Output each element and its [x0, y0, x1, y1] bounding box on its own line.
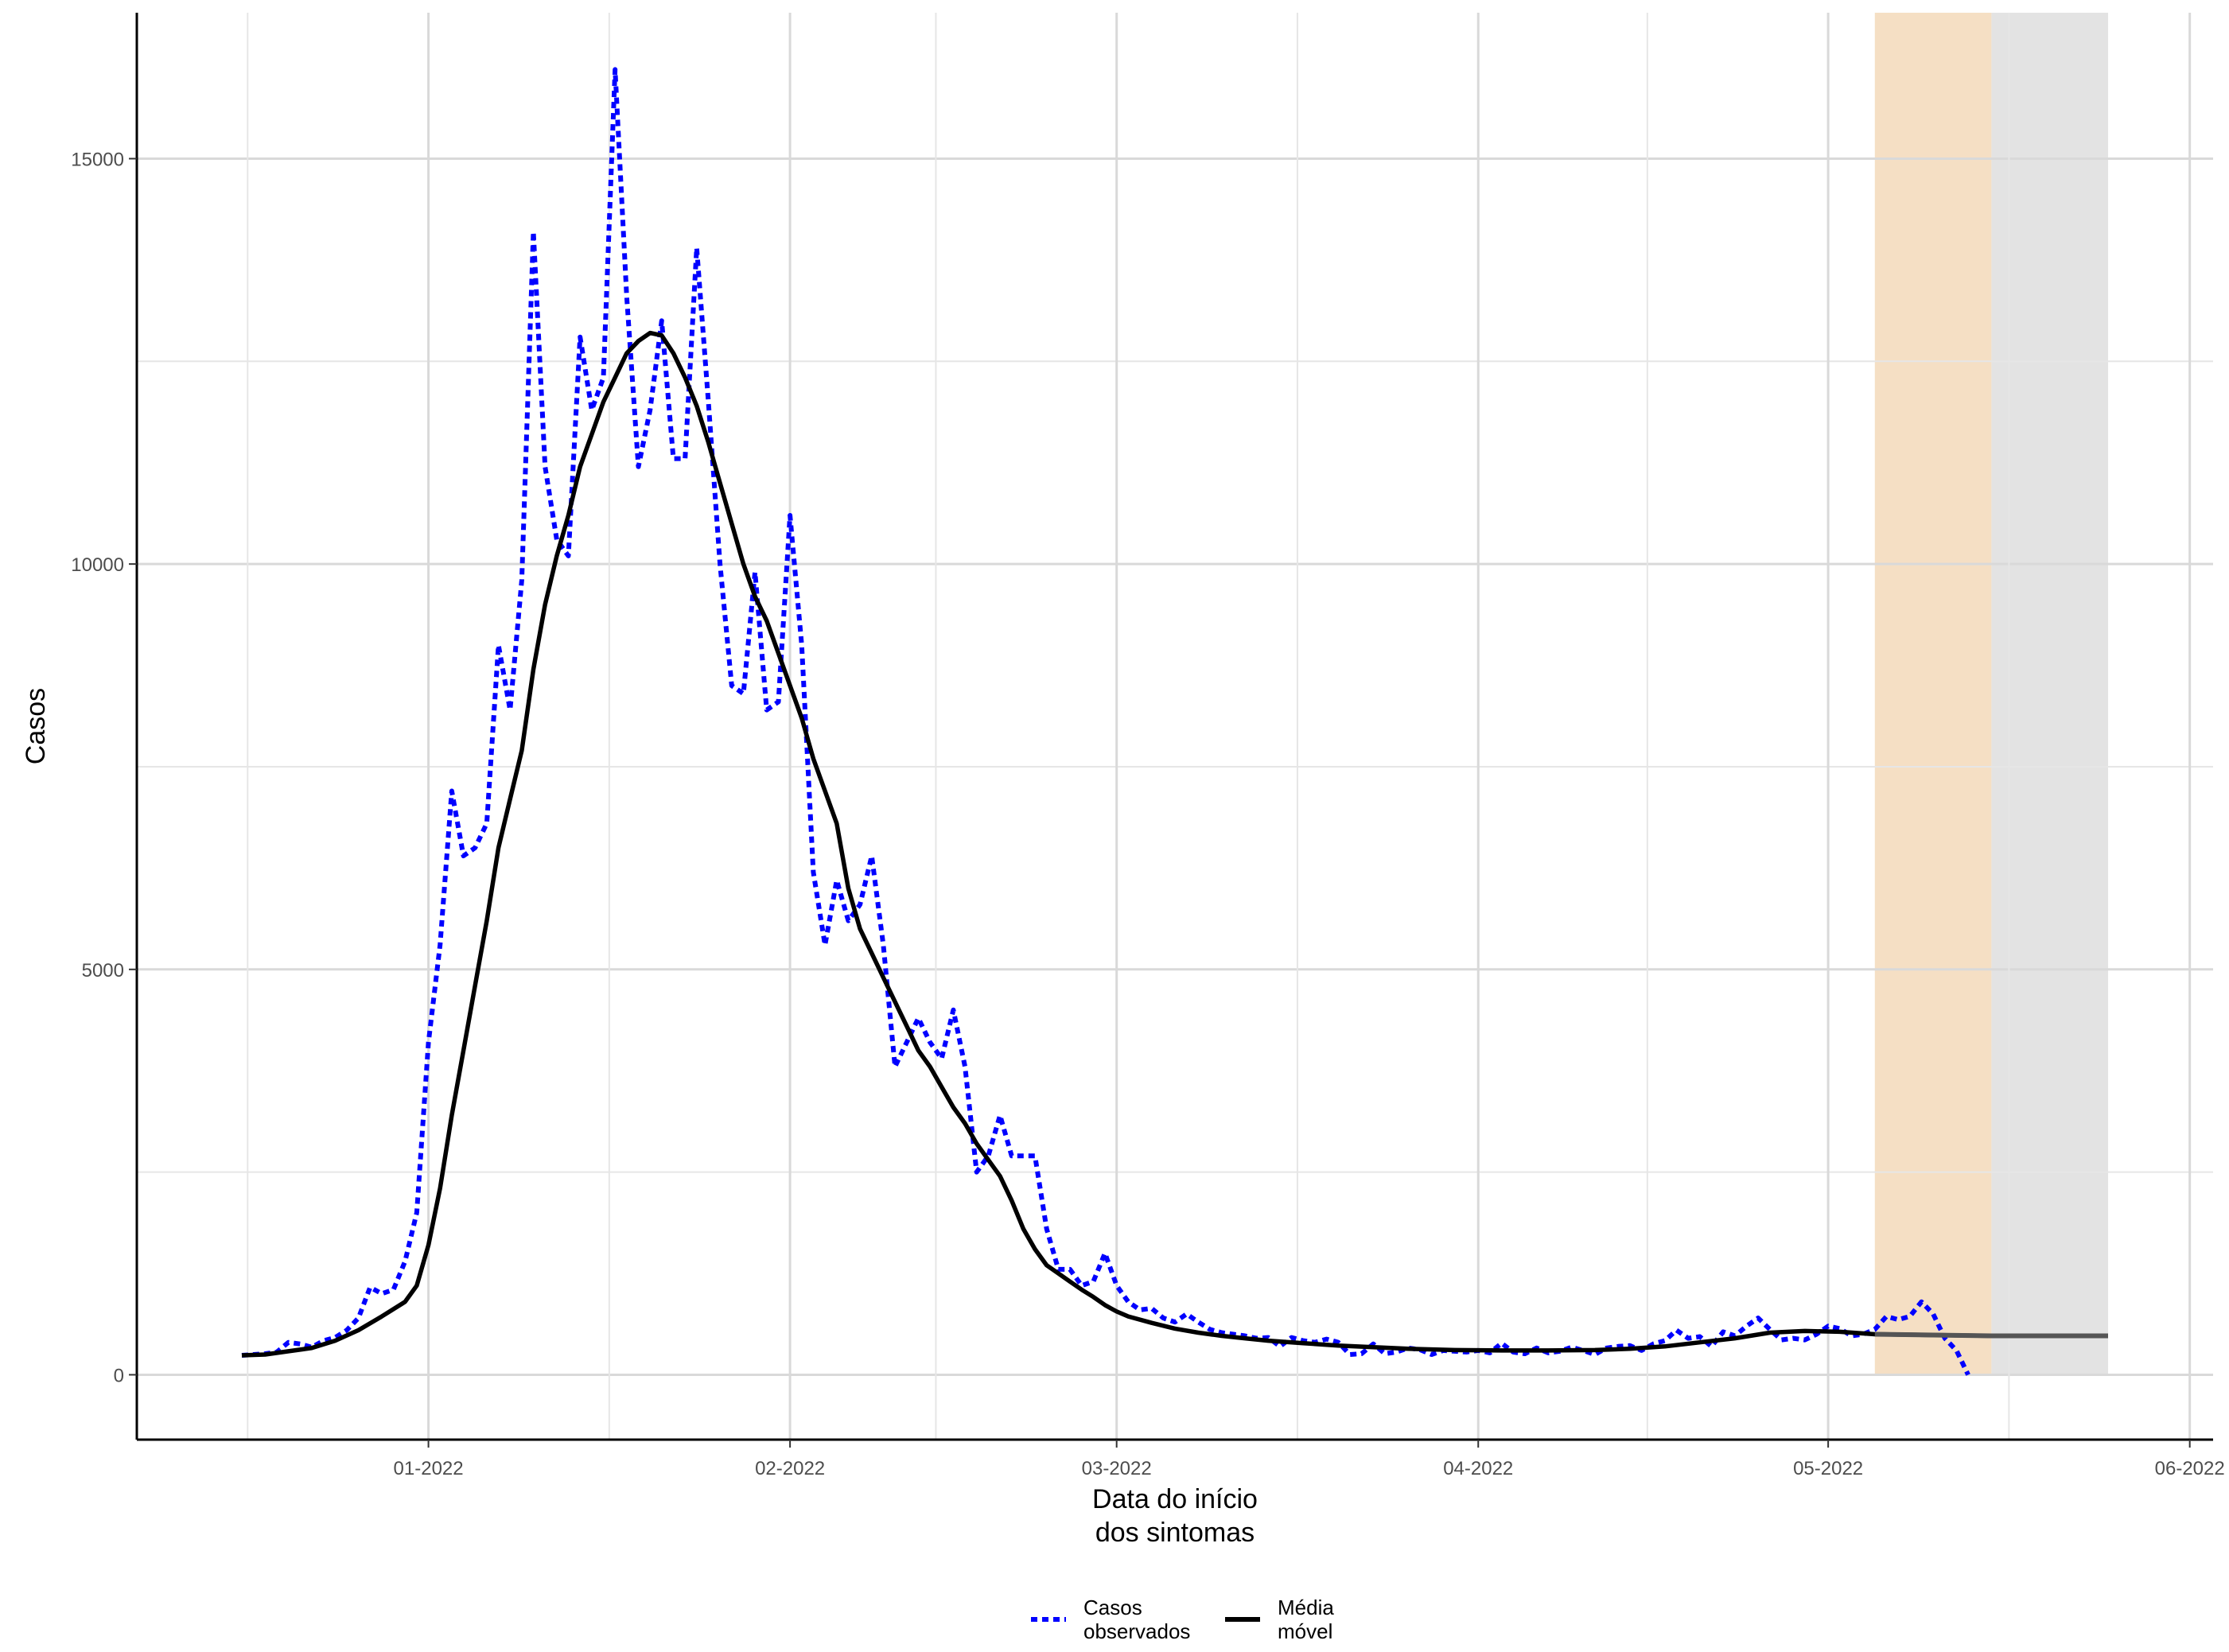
y-tick-label: 10000: [71, 554, 124, 576]
legend-label-2: móvel: [1278, 1619, 1332, 1643]
shaded-region-1: [1874, 13, 1992, 1375]
series-line-2: [241, 330, 2108, 1358]
x-tick-label: 04-2022: [1443, 1458, 1513, 1479]
axis-titles: Data do início dos sintomas Casos: [21, 688, 1258, 1548]
shaded-regions: [1874, 13, 2109, 1375]
series-line-2-tail: [1874, 1331, 2108, 1339]
y-axis-title: Casos: [21, 688, 51, 764]
x-axis-title: dos sintomas: [1095, 1518, 1255, 1548]
grid: [137, 13, 2213, 1440]
y-tick-label: 0: [114, 1365, 124, 1386]
legend-label-2: Média: [1278, 1596, 1334, 1619]
y-tick-label: 5000: [82, 960, 124, 981]
legend-label-1: Casos: [1083, 1596, 1142, 1619]
axes: [129, 13, 2213, 1448]
x-tick-label: 06-2022: [2155, 1458, 2225, 1479]
series-lines: [241, 67, 2108, 1376]
x-tick-label: 03-2022: [1082, 1458, 1152, 1479]
tick-labels: 0 5000 10000 15000 01-2022 02-2022 03-2022 04-2…: [71, 149, 2224, 1479]
y-tick-label: 15000: [71, 149, 124, 170]
x-tick-label: 02-2022: [755, 1458, 825, 1479]
x-axis-title: Data do início: [1092, 1484, 1258, 1514]
x-tick-label: 01-2022: [394, 1458, 464, 1479]
shaded-region-2: [1991, 13, 2109, 1375]
series-line-1: [241, 67, 1970, 1376]
legend-label-1: observados: [1083, 1619, 1190, 1643]
x-tick-label: 05-2022: [1793, 1458, 1863, 1479]
